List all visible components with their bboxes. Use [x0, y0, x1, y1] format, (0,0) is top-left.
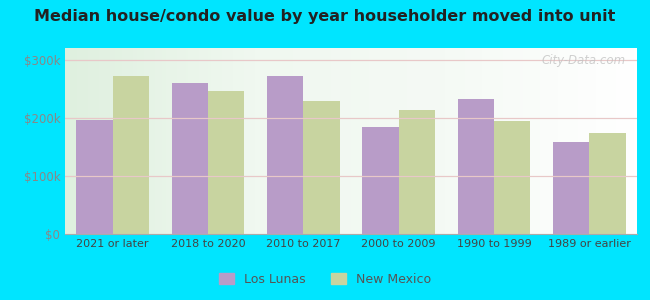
Text: City-Data.com: City-Data.com [541, 54, 625, 67]
Bar [112, 76, 149, 234]
Bar [494, 121, 530, 234]
Bar [304, 101, 339, 234]
Bar [208, 91, 244, 234]
Bar [267, 76, 304, 234]
Bar [77, 120, 112, 234]
Bar [398, 110, 435, 234]
Bar [172, 83, 208, 234]
Bar [590, 134, 625, 234]
Bar [363, 127, 398, 234]
Bar [553, 142, 590, 234]
Legend: Los Lunas, New Mexico: Los Lunas, New Mexico [214, 268, 436, 291]
Text: Median house/condo value by year householder moved into unit: Median house/condo value by year househo… [34, 9, 616, 24]
Bar [458, 99, 494, 234]
